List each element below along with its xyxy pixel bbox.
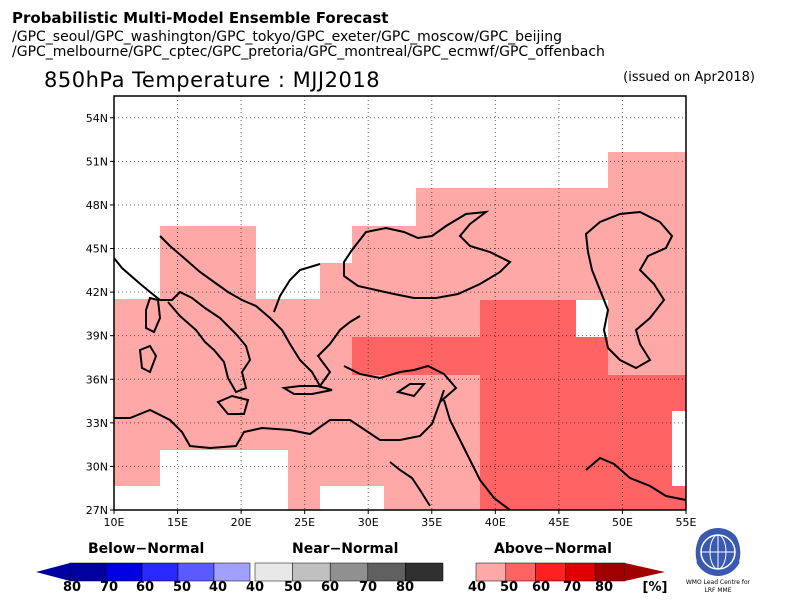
lat-tick-label: 27N	[86, 504, 108, 517]
above-arrow	[625, 563, 665, 581]
lat-tick-label: 30N	[86, 460, 108, 473]
near-value: 70	[358, 580, 378, 595]
lon-tick-label: 55E	[676, 516, 697, 529]
below-normal-label: Below−Normal	[88, 541, 205, 557]
shade-iraq	[480, 300, 576, 510]
below-value: 80	[62, 580, 82, 595]
near-box	[329, 562, 369, 582]
above-value: 40	[467, 580, 487, 595]
above-box	[505, 562, 536, 582]
lat-tick-label: 51N	[86, 155, 108, 168]
legend-unit: [%]	[642, 580, 668, 595]
logo-caption-2: LRF MME	[704, 587, 732, 594]
lon-tick-label: 30E	[358, 516, 379, 529]
near-value: 80	[395, 580, 415, 595]
near-value: 50	[283, 580, 303, 595]
models-line-1: /GPC_seoul/GPC_washington/GPC_tokyo/GPC_…	[12, 29, 563, 45]
lon-tick-label: 25E	[294, 516, 315, 529]
coastlines	[114, 210, 686, 510]
below-value: 60	[135, 580, 155, 595]
lon-tick-label: 40E	[485, 516, 506, 529]
below-box	[105, 562, 143, 582]
shade-iran-w	[576, 337, 608, 510]
lat-tick-label: 33N	[86, 417, 108, 430]
shade-caspian-n	[608, 152, 686, 376]
above-box	[594, 562, 626, 582]
below-box	[141, 562, 179, 582]
near-normal-label: Near−Normal	[292, 541, 399, 557]
lon-tick-label: 15E	[167, 516, 188, 529]
lat-tick-label: 36N	[86, 373, 108, 386]
lon-tick-label: 20E	[231, 516, 252, 529]
above-value: 60	[531, 580, 551, 595]
models-line-2: /GPC_melbourne/GPC_cptec/GPC_pretoria/GP…	[12, 44, 605, 60]
lon-ticks: 10E 15E 20E 25E 30E 35E 40E 45E 50E 55E	[104, 510, 697, 529]
legend-near	[254, 562, 444, 582]
near-box	[292, 562, 331, 582]
forecast-title: Probabilistic Multi-Model Ensemble Forec…	[12, 9, 389, 27]
below-value: 40	[208, 580, 228, 595]
lon-tick-label: 10E	[104, 516, 125, 529]
probability-shading	[114, 96, 686, 510]
near-box	[254, 562, 293, 582]
issued-date: (issued on Apr2018)	[623, 70, 755, 85]
below-value: 50	[172, 580, 192, 595]
above-value: 50	[499, 580, 519, 595]
lat-tick-label: 54N	[86, 112, 108, 125]
shade-levant	[416, 300, 480, 510]
map-frame	[113, 95, 687, 511]
below-arrow	[36, 563, 70, 581]
shade-w-coast	[114, 299, 160, 510]
logo-caption-1: WMO Lead Centre for	[685, 579, 751, 586]
lon-tick-label: 45E	[548, 516, 569, 529]
above-box	[535, 562, 566, 582]
near-value: 40	[245, 580, 265, 595]
legend-above	[475, 562, 665, 582]
shade-black-sea	[416, 188, 608, 300]
below-box	[213, 562, 251, 582]
above-box	[475, 562, 507, 582]
lon-tick-label: 35E	[421, 516, 442, 529]
lat-tick-label: 39N	[86, 330, 108, 343]
above-box	[565, 562, 596, 582]
lat-tick-label: 45N	[86, 243, 108, 256]
near-box	[367, 562, 406, 582]
legend-below	[36, 562, 251, 582]
below-value: 70	[99, 580, 119, 595]
wmo-logo	[693, 528, 743, 576]
near-box	[405, 562, 444, 582]
shade-aegean	[320, 263, 352, 510]
lon-tick-label: 50E	[612, 516, 633, 529]
map-title: 850hPa Temperature : MJJ2018	[44, 68, 381, 92]
below-box	[177, 562, 215, 582]
above-value: 80	[594, 580, 614, 595]
above-normal-label: Above−Normal	[494, 541, 612, 557]
above-value: 70	[562, 580, 582, 595]
lat-ticks: 27N 30N 33N 36N 39N 42N 45N 48N 51N 54N	[86, 112, 114, 517]
below-box	[69, 562, 107, 582]
lat-tick-label: 42N	[86, 286, 108, 299]
near-value: 60	[320, 580, 340, 595]
lat-tick-label: 48N	[86, 199, 108, 212]
